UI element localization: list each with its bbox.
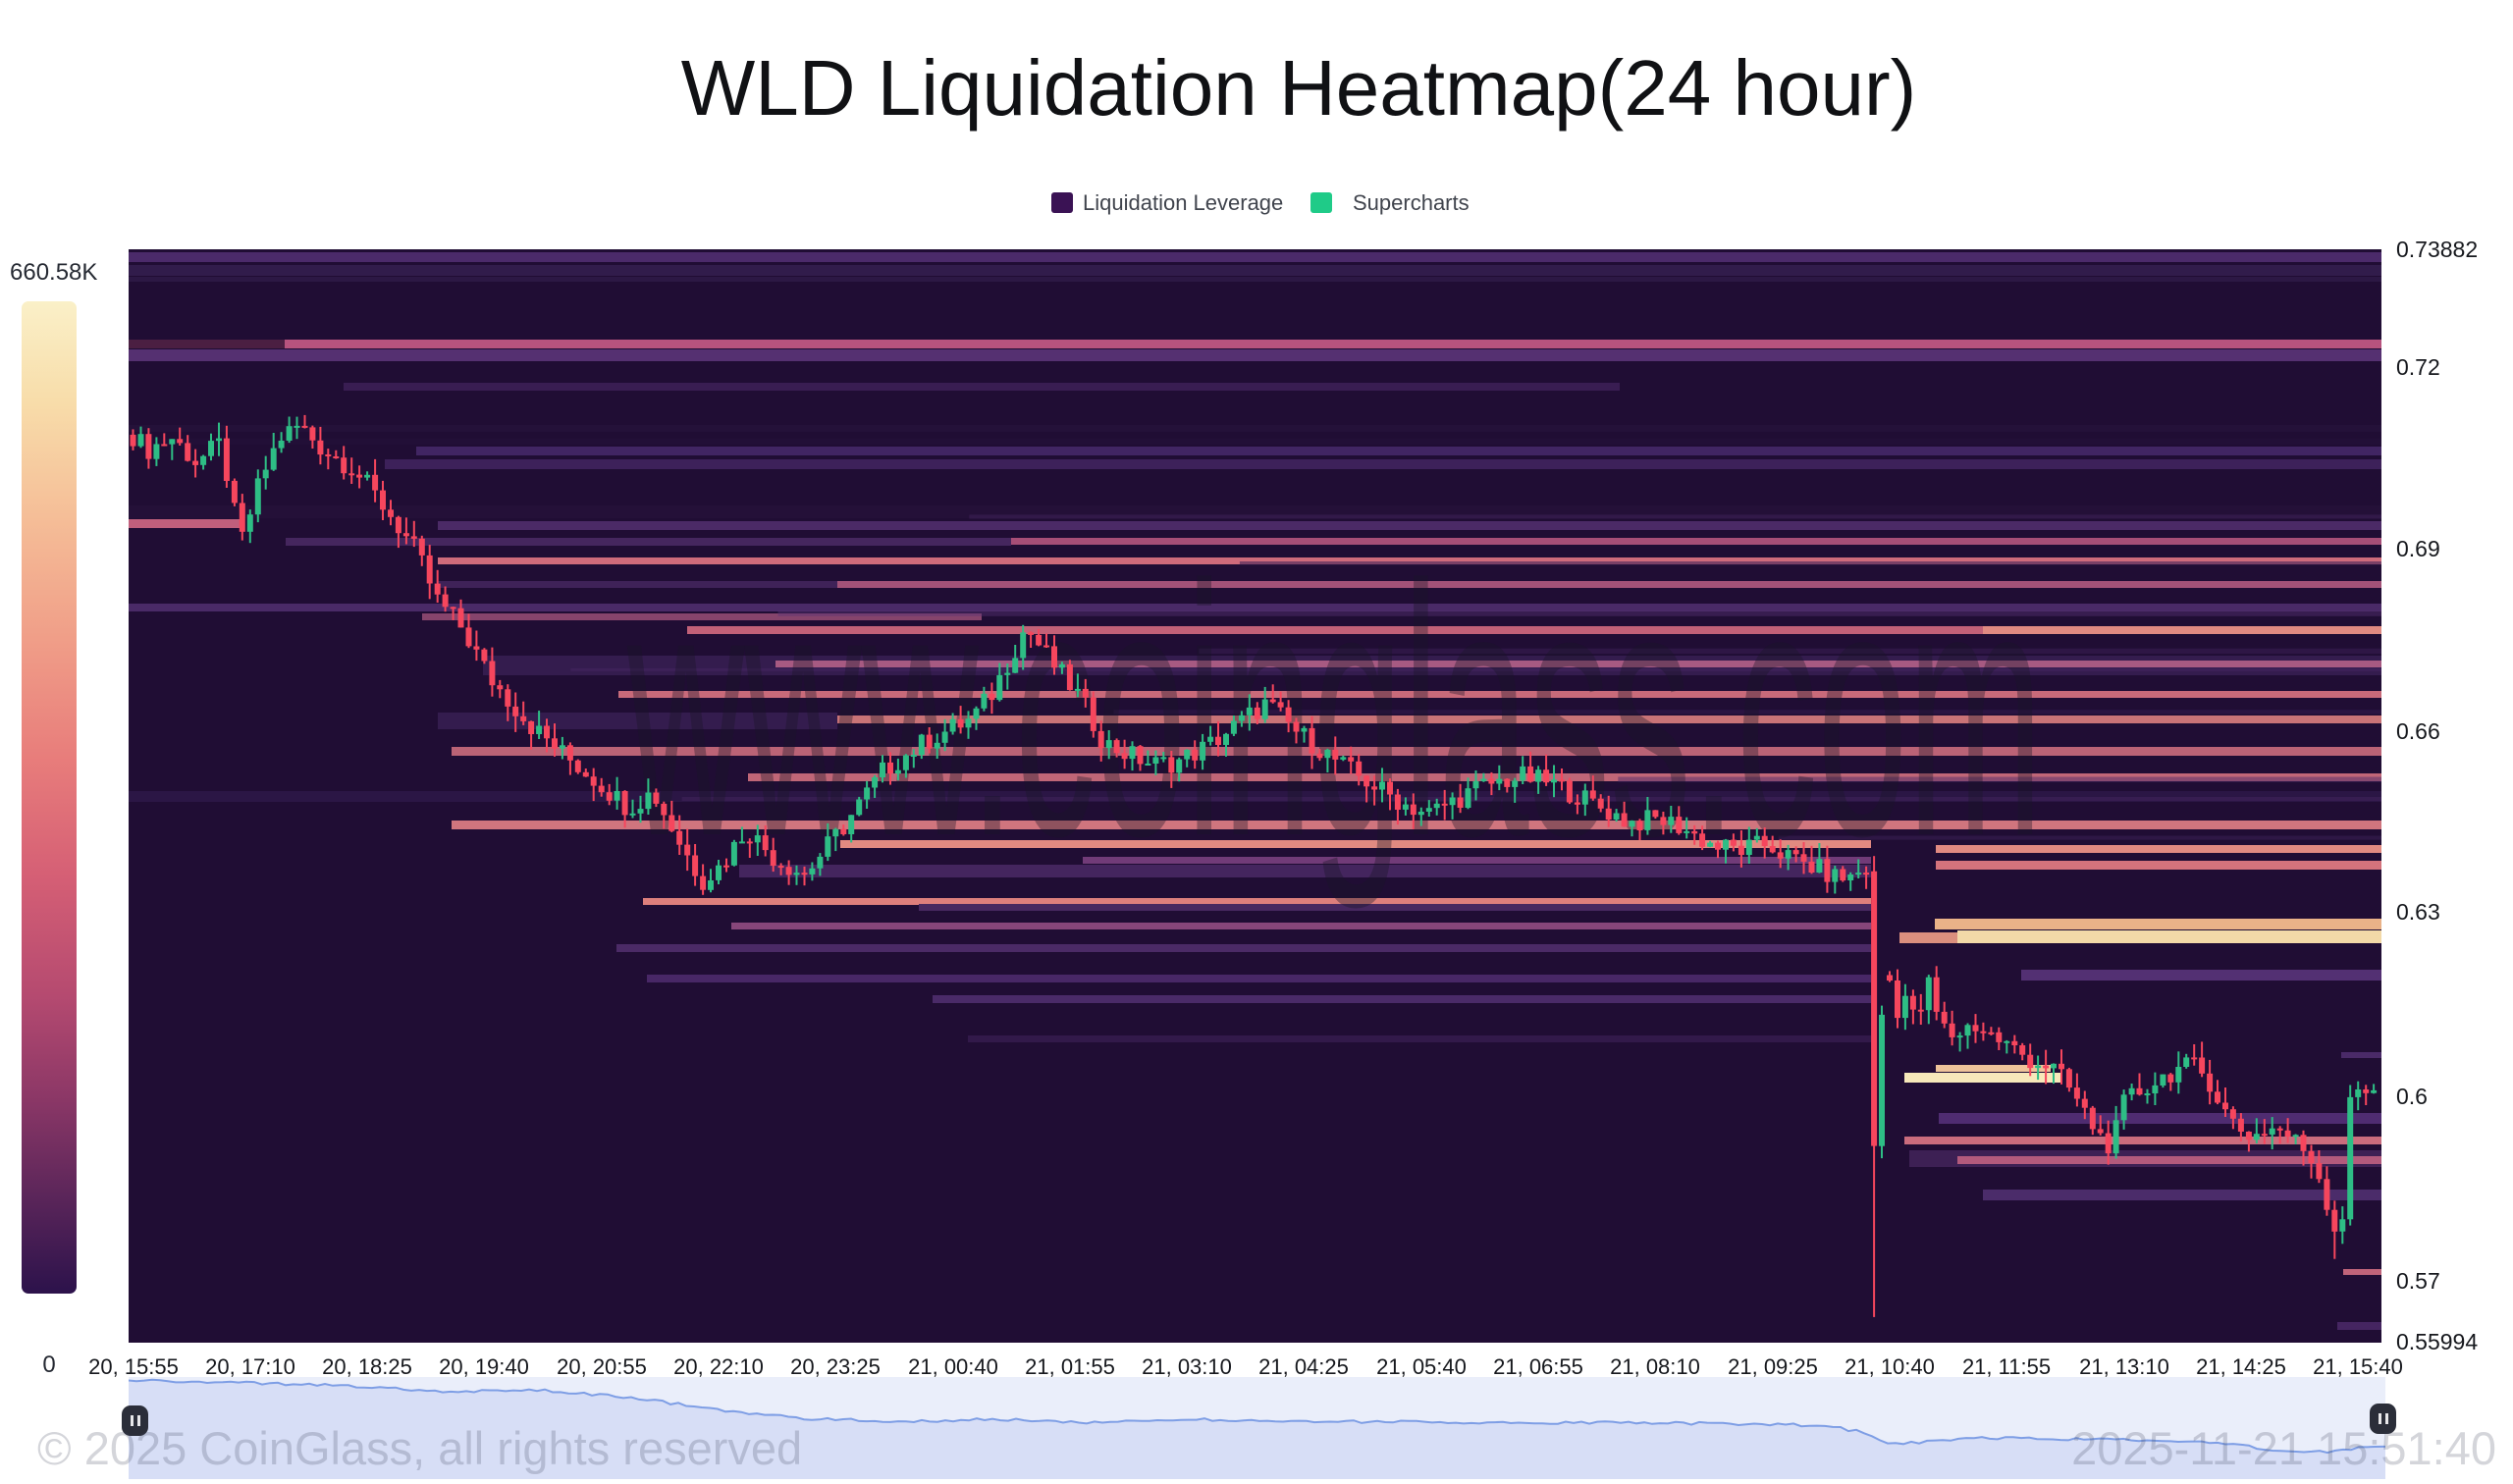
svg-text:www.coinglass.com: www.coinglass.com <box>624 511 2043 913</box>
